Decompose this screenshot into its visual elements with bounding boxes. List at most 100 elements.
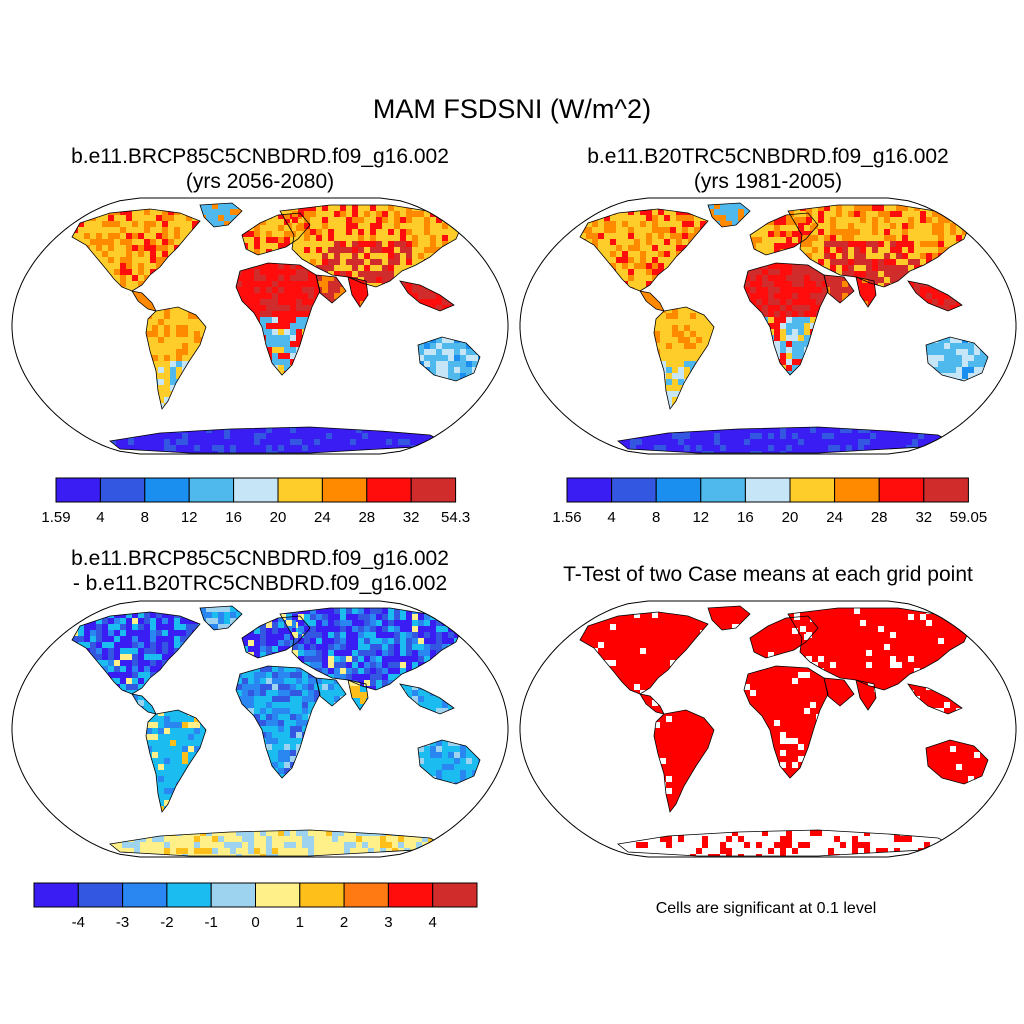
grid-cell (328, 247, 334, 253)
grid-cell (780, 305, 786, 311)
grid-cell (328, 662, 334, 668)
grid-cell (860, 253, 866, 259)
grid-cell (460, 608, 462, 614)
grid-cell (108, 245, 114, 251)
grid-cell (138, 648, 144, 654)
grid-cell (114, 648, 120, 654)
grid-cell (968, 373, 974, 379)
grid-cell (948, 451, 954, 453)
grid-cell (218, 215, 224, 221)
grid-cell (786, 329, 792, 335)
grid-cell (364, 674, 370, 680)
grid-cell (296, 317, 302, 323)
grid-cell (364, 253, 370, 259)
grid-cell (454, 632, 460, 638)
map-border (519, 197, 1017, 455)
grid-cell (194, 331, 200, 337)
grid-cell (150, 648, 156, 654)
grid-cell (830, 229, 836, 235)
grid-cell (206, 618, 212, 624)
grid-cell (406, 650, 412, 656)
grid-cell (158, 728, 164, 734)
grid-cell (950, 337, 956, 343)
grid-cell (610, 251, 616, 257)
grid-cell (404, 451, 410, 453)
grid-cell (344, 842, 350, 848)
map-difference (11, 600, 509, 858)
colorbar-difference-tick-label: 2 (340, 914, 348, 931)
grid-cell (212, 203, 218, 209)
grid-cell (308, 696, 314, 702)
grid-cell (284, 347, 290, 353)
grid-cell (878, 211, 884, 217)
grid-cell (636, 439, 642, 445)
grid-cell (314, 696, 320, 702)
grid-cell (860, 241, 866, 247)
grid-cell (272, 714, 278, 720)
grid-cell (278, 341, 284, 347)
colorbar-control-tick-label: 28 (871, 509, 888, 526)
grid-cell (150, 636, 156, 642)
colorbar-control-swatch (700, 477, 746, 503)
grid-cell (322, 287, 328, 293)
grid-cell (352, 668, 358, 674)
grid-cell (804, 231, 810, 237)
grid-cell (860, 205, 866, 211)
grid-cell (158, 367, 164, 373)
grid-cell (872, 205, 878, 211)
grid-cell (640, 263, 646, 269)
grid-cell (120, 678, 126, 684)
grid-cell (290, 672, 296, 678)
grid-cell (448, 205, 454, 211)
grid-cell (266, 311, 272, 317)
grid-cell (968, 217, 970, 223)
grid-cell (388, 205, 394, 211)
grid-cell (144, 618, 150, 624)
grid-cell (944, 702, 950, 708)
grid-cell (660, 836, 666, 842)
grid-cell (394, 626, 400, 632)
grid-cell (370, 271, 376, 277)
grid-cell (328, 626, 334, 632)
colorbar-case-swatch (188, 477, 235, 503)
grid-cell (302, 720, 308, 726)
grid-cell (364, 638, 370, 644)
grid-cell (346, 247, 352, 253)
grid-cell (296, 830, 302, 836)
grid-cell (334, 696, 340, 702)
coastline-australia (925, 739, 989, 785)
grid-cell (360, 698, 366, 704)
grid-cell (738, 209, 744, 215)
grid-cell (138, 269, 144, 275)
grid-cell (156, 624, 162, 630)
colorbar-control-swatch (878, 477, 925, 503)
coastline-namerica (579, 208, 709, 292)
colorbar-case-tick-label: 8 (141, 509, 149, 526)
grid-cell (248, 702, 254, 708)
grid-cell (126, 660, 132, 666)
grid-cell (328, 638, 334, 644)
grid-cell (242, 696, 248, 702)
grid-cell (156, 642, 162, 648)
grid-cell (266, 329, 272, 335)
grid-cell (314, 439, 320, 445)
grid-cell (932, 241, 938, 247)
grid-cell (170, 722, 176, 728)
grid-cell (292, 638, 298, 644)
grid-cell (866, 265, 872, 271)
grid-cell (290, 329, 296, 335)
grid-cell (798, 756, 804, 762)
grid-cell (962, 211, 968, 217)
grid-cell (352, 674, 358, 680)
grid-cell (388, 632, 394, 638)
grid-cell (944, 205, 950, 211)
grid-cell (460, 349, 466, 355)
grid-cell (436, 708, 442, 714)
grid-cell (406, 662, 412, 668)
grid-cell (454, 752, 460, 758)
grid-cell (872, 247, 878, 253)
grid-cell (920, 217, 926, 223)
grid-cell (206, 612, 212, 618)
grid-cell (884, 265, 890, 271)
grid-cell (164, 800, 170, 806)
